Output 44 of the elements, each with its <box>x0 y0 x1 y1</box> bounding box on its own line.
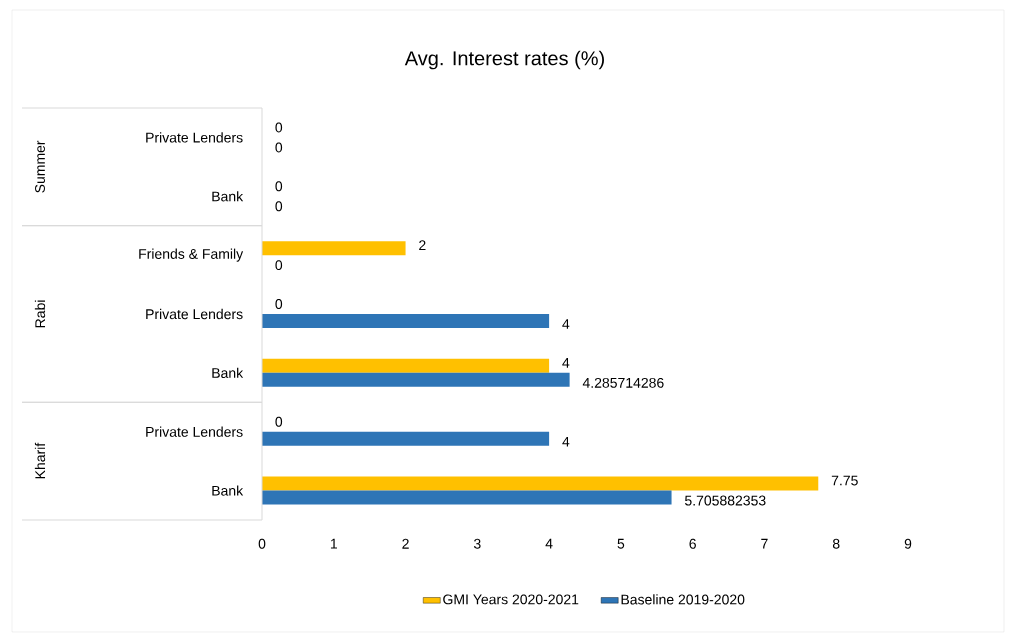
y-tick-label: Bank <box>212 367 244 378</box>
x-tick-label: 4 <box>545 538 553 549</box>
legend-label: GMI Years 2020-2021 <box>443 594 579 605</box>
data-label: 0 <box>275 201 283 212</box>
y-tick-label: Private Lenders <box>146 426 243 437</box>
y-tick-label: Private Lenders <box>146 308 243 320</box>
y-tick-label: Private Lenders <box>146 132 243 143</box>
x-tick-label: 7 <box>761 538 768 549</box>
x-tick-label: 8 <box>832 538 840 549</box>
x-tick-label: 1 <box>330 538 337 549</box>
bar <box>262 241 406 256</box>
text: Kharif <box>34 442 46 479</box>
data-label: 0 <box>275 122 283 133</box>
chart-title: Avg. Interest rates (%) <box>404 50 604 70</box>
data-label: 0 <box>275 142 283 153</box>
legend-label: Baseline 2019-2020 <box>621 594 745 605</box>
bar <box>262 476 819 491</box>
data-label: 4 <box>562 319 570 329</box>
bar <box>262 431 550 446</box>
bar <box>262 490 672 505</box>
text: Rabi <box>34 300 46 328</box>
data-label: 4.285714286 <box>582 377 664 388</box>
data-label: 5.705882353 <box>684 495 766 506</box>
data-label: 4 <box>562 436 570 447</box>
bar <box>262 358 550 373</box>
text: Summer <box>35 140 45 193</box>
data-label: 0 <box>275 416 283 427</box>
x-tick-label: 0 <box>258 538 266 549</box>
bar <box>262 372 570 387</box>
y-tick-label: Bank <box>212 191 244 202</box>
x-tick-label: 5 <box>617 538 625 549</box>
bar <box>262 313 550 328</box>
x-tick-label: 3 <box>473 538 481 549</box>
data-label: 0 <box>275 299 283 309</box>
x-tick-label: 2 <box>402 538 409 549</box>
data-label: 0 <box>275 181 283 192</box>
y-tick-label: Bank <box>212 485 244 496</box>
data-label: 4 <box>562 358 570 368</box>
data-label: 7.75 <box>831 475 858 486</box>
x-tick-label: 9 <box>904 538 912 549</box>
data-label: 2 <box>419 240 426 251</box>
x-tick-label: 6 <box>689 538 696 549</box>
data-label: 0 <box>275 260 283 271</box>
y-tick-label: Friends & Family <box>139 248 244 262</box>
